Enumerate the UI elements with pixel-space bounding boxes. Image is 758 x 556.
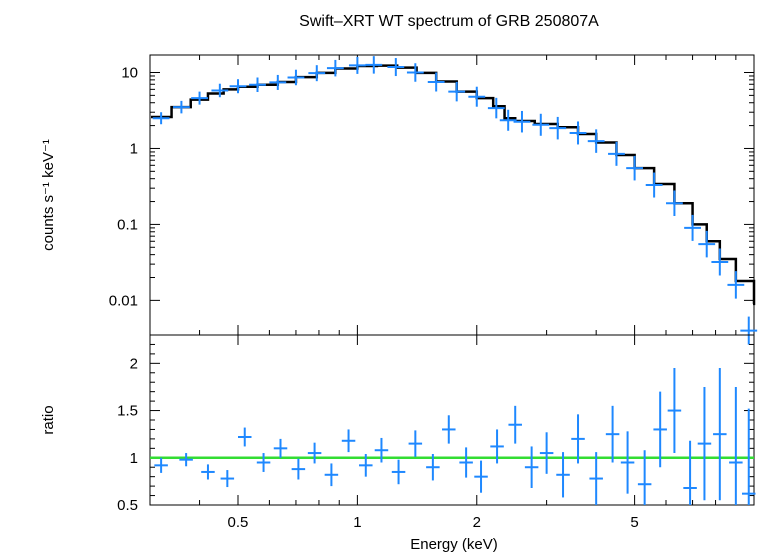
x-tick-label: 5 [630,514,638,531]
x-tick-label: 1 [353,514,361,531]
spectrum-frame [149,54,755,336]
ratio-data-points [154,368,756,505]
x-tick-label: 0.5 [228,514,249,531]
y-tick-label: 0.01 [109,292,138,309]
y-tick-label: 0.5 [117,497,138,514]
spectrum-y-axis-label: counts s⁻¹ keV⁻¹ [40,139,57,251]
spectrum-data-points [152,56,758,345]
chart-title: Swift–XRT WT spectrum of GRB 250807A [299,13,599,30]
spectrum-panel: 10 1 0.1 0.01 counts s⁻¹ keV⁻¹ [40,54,758,345]
y-tick-label: 1 [130,450,138,467]
y-tick-label: 2 [130,355,138,372]
y-tick-label: 10 [121,65,138,82]
spectrum-model [151,64,756,306]
ratio-axis-ticks: 0.5 1 2 5 0.5 1 1.5 2 [117,335,754,531]
ratio-frame [149,334,755,506]
ratio-panel: 0.5 1 2 5 0.5 1 1.5 2 ratio Energy (keV) [40,334,756,553]
y-tick-label: 1 [130,140,138,157]
x-tick-label: 2 [473,514,481,531]
x-axis-label: Energy (keV) [410,536,498,553]
spectrum-axis-ticks: 10 1 0.1 0.01 [109,55,754,335]
y-tick-label: 1.5 [117,403,138,420]
model-step-line [151,64,756,306]
y-tick-label: 0.1 [117,216,138,233]
ratio-y-axis-label: ratio [40,405,57,434]
